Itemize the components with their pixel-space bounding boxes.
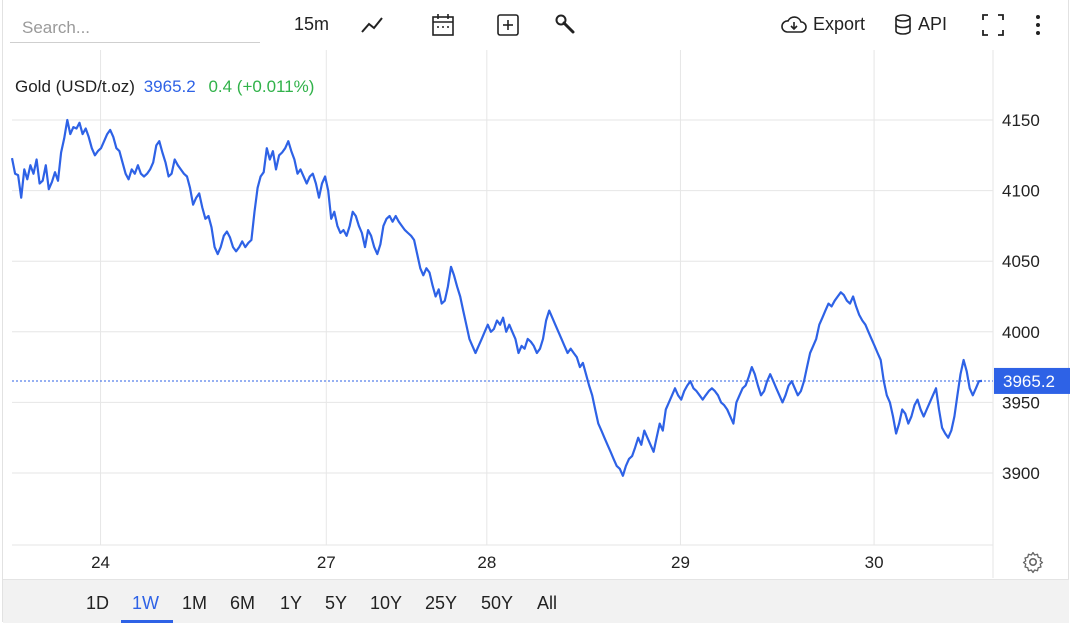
y-tick-label: 4000 — [1002, 323, 1040, 342]
last-price-badge: 3965.2 — [994, 367, 1070, 394]
last-price-badge-text: 3965.2 — [1003, 372, 1055, 391]
x-tick-label: 29 — [671, 553, 690, 572]
range-10y[interactable]: 10Y — [370, 593, 403, 613]
range-1d[interactable]: 1D — [86, 593, 110, 613]
legend-price: 3965.2 — [143, 77, 196, 96]
database-icon[interactable] — [893, 12, 913, 38]
range-1y[interactable]: 1Y — [280, 593, 303, 613]
more-vertical-icon[interactable] — [1030, 12, 1046, 38]
export-button[interactable]: Export — [813, 14, 866, 34]
line-chart-icon[interactable] — [360, 12, 386, 38]
legend-symbol: Gold (USD/t.oz) — [15, 77, 135, 96]
range-all[interactable]: All — [537, 593, 558, 613]
range-1w[interactable]: 1W — [132, 593, 159, 613]
interval-selector[interactable]: 15m — [294, 14, 330, 34]
toolbar: 15m Export API — [0, 0, 1071, 50]
y-tick-label: 3900 — [1002, 464, 1040, 483]
x-tick-label: 28 — [477, 553, 496, 572]
gold-price-line — [10, 118, 983, 477]
range-selector-bar: 1D 1W 1M 6M 1Y 5Y 10Y 25Y 50Y All — [3, 579, 1069, 623]
range-1m[interactable]: 1M — [182, 593, 208, 613]
x-tick-label: 24 — [91, 553, 110, 572]
y-tick-label: 3950 — [1002, 393, 1040, 412]
active-range-underline — [121, 620, 173, 623]
api-button[interactable]: API — [918, 14, 948, 34]
wrench-icon[interactable] — [553, 12, 579, 38]
search-input[interactable] — [10, 13, 260, 43]
legend-change: 0.4 (+0.011%) — [208, 77, 315, 96]
chart-legend: Gold (USD/t.oz) 3965.2 0.4 (+0.011%) — [15, 77, 314, 97]
chart-settings-gear-icon[interactable] — [1021, 550, 1045, 574]
price-chart[interactable]: 3900 3950 4000 4050 4100 4150 24 27 28 29 30 3965… — [0, 0, 1071, 580]
y-tick-label: 4100 — [1002, 182, 1040, 201]
x-tick-label: 30 — [865, 553, 884, 572]
add-box-icon[interactable] — [495, 12, 521, 38]
cloud-download-icon[interactable] — [779, 12, 809, 38]
x-tick-label: 27 — [317, 553, 336, 572]
y-tick-label: 4050 — [1002, 252, 1040, 271]
fullscreen-icon[interactable] — [980, 12, 1006, 38]
range-6m[interactable]: 6M — [230, 593, 256, 613]
calendar-icon[interactable] — [430, 12, 456, 38]
range-5y[interactable]: 5Y — [325, 593, 348, 613]
y-tick-label: 4150 — [1002, 111, 1040, 130]
range-50y[interactable]: 50Y — [481, 593, 514, 613]
range-25y[interactable]: 25Y — [425, 593, 458, 613]
